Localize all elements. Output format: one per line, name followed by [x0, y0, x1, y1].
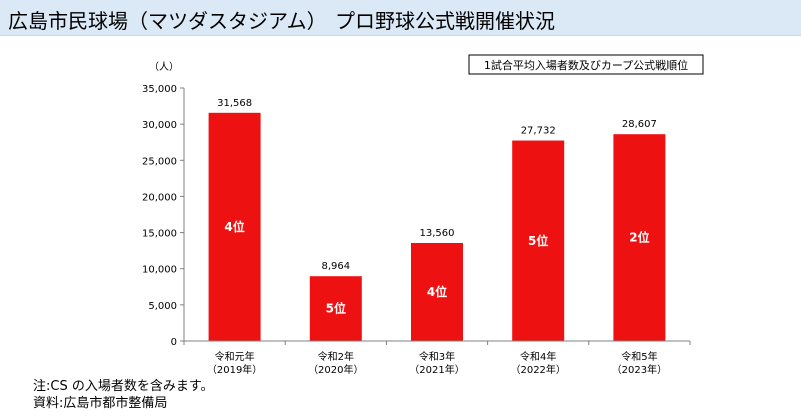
y-tick-label: 5,000 [148, 301, 177, 312]
y-axis: 0 5,000 10,000 15,000 20,000 25,000 30,000 35,0… [142, 84, 185, 348]
bar [512, 140, 565, 341]
y-tick-label: 35,000 [142, 84, 177, 95]
bar-value-label: 27,732 [521, 126, 556, 137]
y-tick-label: 0 [171, 337, 177, 348]
x-axis: 令和元年（2019年）令和2年（2020年）令和3年（2021年）令和4年（20… [183, 340, 691, 376]
bars: 31,568 4位 8,964 5位 13,560 4位 27,732 5位 28,607 2位 [208, 98, 666, 341]
x-tick-label: 令和3年 [419, 350, 455, 363]
page-subtitle: プロ野球公式戦開催状況 [335, 9, 555, 33]
y-axis-unit-label: （人） [149, 61, 179, 73]
bar-rank-label: 4位 [224, 219, 244, 234]
footnote-source: 資料:広島市都市整備局 [33, 396, 168, 411]
page-title: 広島市民球場（マツダスタジアム） [8, 9, 327, 33]
x-tick-year-label: （2021年） [409, 363, 464, 376]
footnote-cs: 注:CS の入場者数を含みます。 [33, 379, 214, 394]
y-tick-label: 15,000 [142, 229, 177, 240]
y-tick-label: 30,000 [142, 120, 177, 131]
y-tick-label: 25,000 [142, 156, 177, 167]
bar-value-label: 28,607 [622, 119, 657, 130]
chart-title: 1試合平均入場者数及びカープ公式戦順位 [484, 58, 688, 72]
y-tick-label: 20,000 [142, 192, 177, 203]
x-tick-label: 令和元年 [215, 350, 255, 363]
bar [613, 134, 666, 341]
bar-value-label: 8,964 [321, 261, 350, 272]
bar-rank-label: 2位 [629, 230, 649, 245]
x-tick-label: 令和2年 [318, 350, 354, 363]
bar-rank-label: 4位 [427, 284, 447, 299]
bar-rank-label: 5位 [528, 233, 548, 248]
bar-value-label: 13,560 [420, 228, 455, 239]
x-tick-year-label: （2022年） [510, 363, 565, 376]
chart-title-box [468, 54, 704, 75]
bar [309, 276, 362, 341]
x-tick-label: 令和4年 [520, 350, 556, 363]
bar [411, 242, 463, 341]
bar-value-label: 31,568 [217, 98, 252, 109]
x-tick-year-label: （2020年） [308, 363, 363, 376]
x-tick-label: 令和5年 [621, 350, 657, 363]
bar [208, 112, 261, 341]
header-bar: 広島市民球場（マツダスタジアム） プロ野球公式戦開催状況 [0, 0, 801, 36]
footnotes: 注:CS の入場者数を含みます。 資料:広島市都市整備局 [33, 378, 214, 412]
y-tick-label: 10,000 [142, 265, 177, 276]
x-tick-year-label: （2023年） [612, 363, 667, 376]
x-tick-year-label: （2019年） [207, 363, 262, 376]
bar-rank-label: 5位 [326, 301, 346, 316]
